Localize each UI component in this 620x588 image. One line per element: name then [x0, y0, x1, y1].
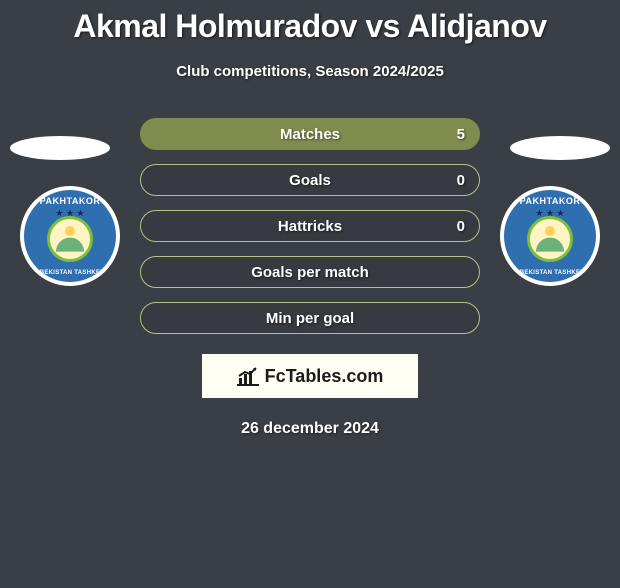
badge-core-icon	[527, 216, 573, 262]
stat-label: Matches	[280, 126, 340, 143]
player-left-ellipse	[10, 136, 110, 160]
stat-label: Goals per match	[251, 264, 369, 281]
stat-goals-per-match: Goals per match	[140, 256, 480, 288]
stat-min-per-goal: Min per goal	[140, 302, 480, 334]
club-badge-left: PAKHTAKOR ★ ★ ★ UZBEKISTAN TASHKENT	[20, 186, 120, 286]
stat-label: Hattricks	[278, 218, 342, 235]
stat-value: 5	[457, 126, 465, 143]
badge-text-bottom: UZBEKISTAN TASHKENT	[504, 270, 596, 276]
brand-box: FcTables.com	[202, 354, 418, 398]
stat-goals: Goals 0	[140, 164, 480, 196]
stat-value: 0	[457, 218, 465, 235]
badge-text-top: PAKHTAKOR	[24, 196, 116, 206]
player-right-ellipse	[510, 136, 610, 160]
badge-text-top: PAKHTAKOR	[504, 196, 596, 206]
brand-chart-icon	[237, 366, 259, 386]
date-text: 26 december 2024	[0, 420, 620, 438]
stat-label: Min per goal	[266, 310, 354, 327]
subtitle: Club competitions, Season 2024/2025	[0, 63, 620, 80]
brand-text: FcTables.com	[265, 366, 384, 387]
stats-container: Matches 5 Goals 0 Hattricks 0 Goals per …	[140, 118, 480, 334]
page-title: Akmal Holmuradov vs Alidjanov	[0, 8, 620, 45]
stat-matches: Matches 5	[140, 118, 480, 150]
stat-label: Goals	[289, 172, 331, 189]
stat-hattricks: Hattricks 0	[140, 210, 480, 242]
badge-text-bottom: UZBEKISTAN TASHKENT	[24, 270, 116, 276]
club-badge-right: PAKHTAKOR ★ ★ ★ UZBEKISTAN TASHKENT	[500, 186, 600, 286]
badge-core-icon	[47, 216, 93, 262]
stat-value: 0	[457, 172, 465, 189]
